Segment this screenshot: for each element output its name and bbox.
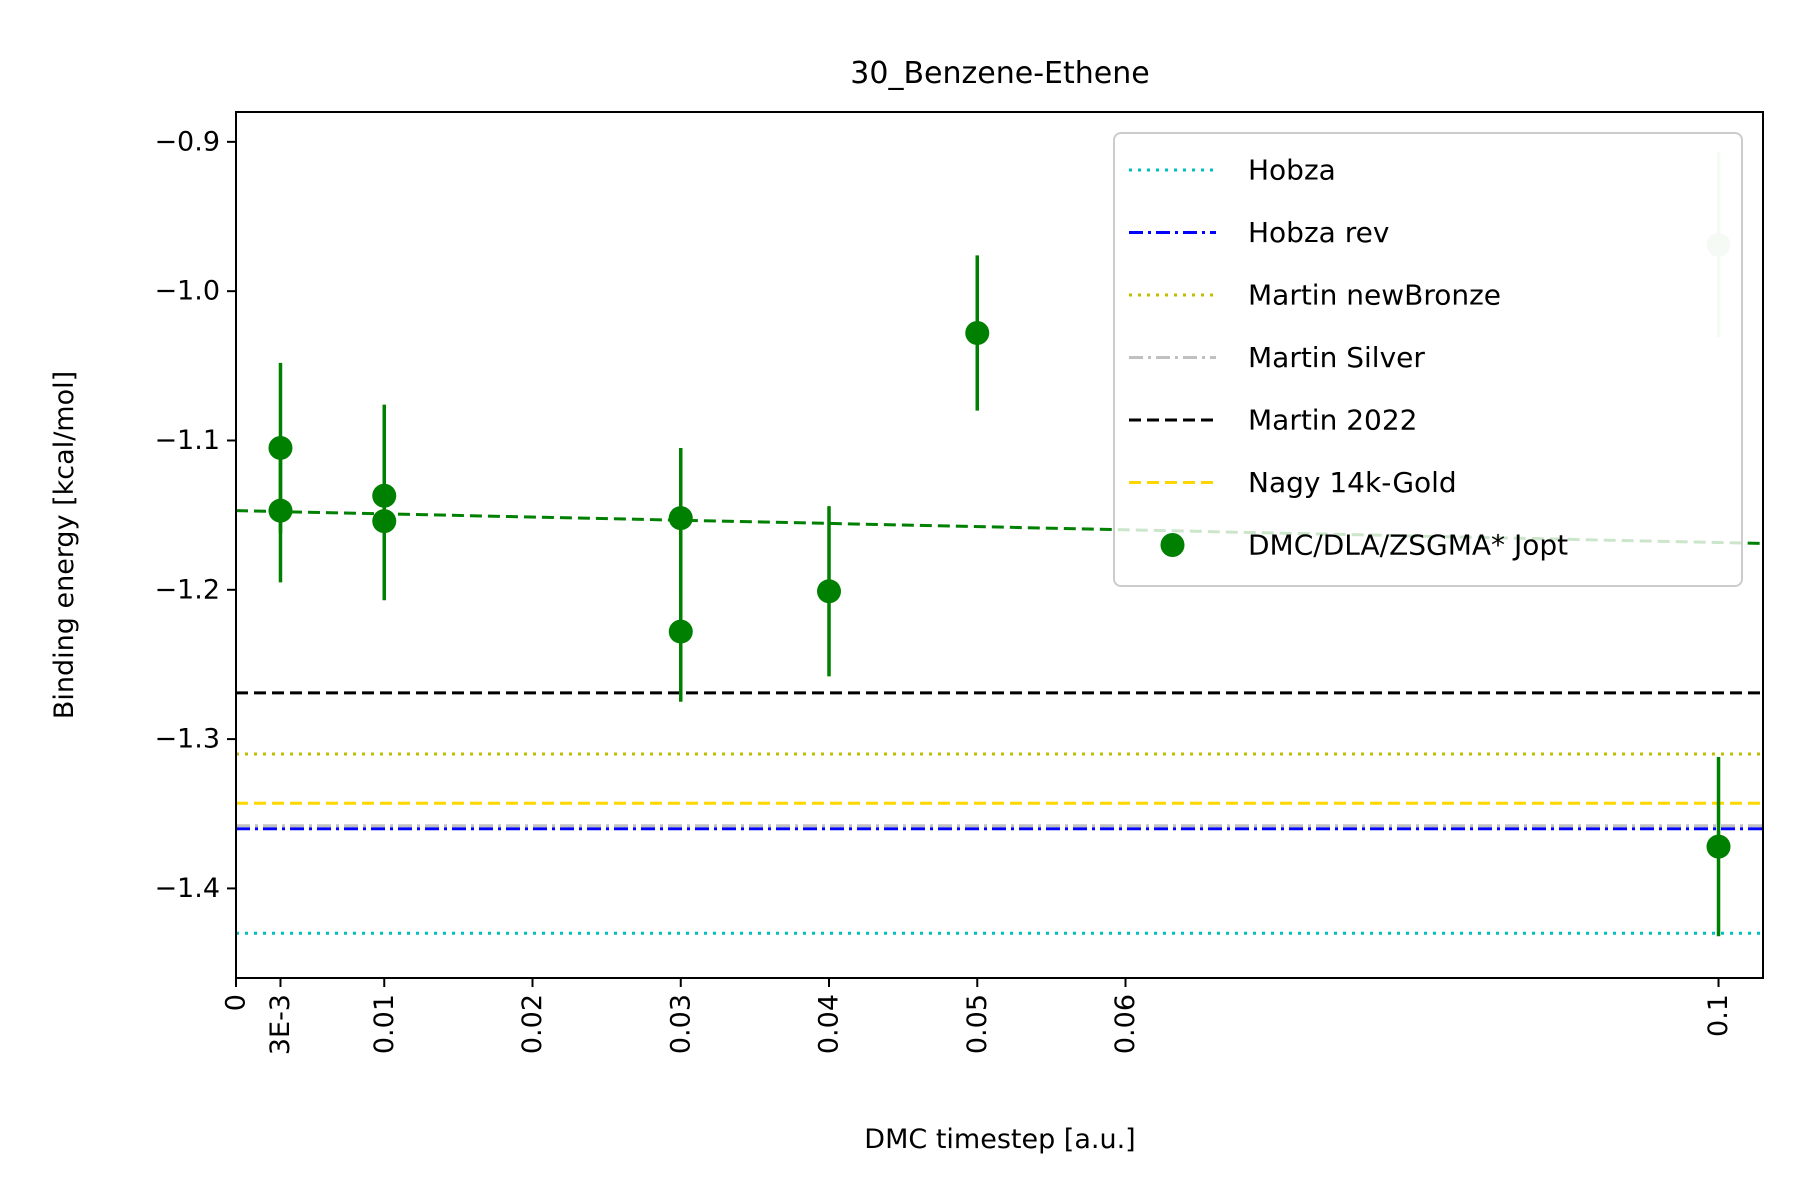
x-tick-label: 0.02 [517,994,548,1054]
y-tick-label: −0.9 [154,126,220,157]
fit-line [236,509,1763,546]
point-marker [965,320,990,345]
y-axis-label: Binding energy [kcal/mol] [49,371,80,719]
x-axis-label: DMC timestep [a.u.] [864,1124,1135,1155]
x-tick-label: 0.04 [814,994,845,1054]
data-point [372,441,397,601]
y-tick-label: −1.0 [154,276,220,307]
point-marker [668,506,693,531]
x-tick-label: 0.01 [369,994,400,1054]
y-tick-label: −1.3 [154,724,220,755]
legend-box [1113,132,1743,587]
legend-swatch [1160,533,1185,557]
data-point [817,506,842,677]
plot-area [236,152,1763,937]
legend-entry: Hobza rev [1129,216,1389,249]
legend: Hobza Hobza rev Martin newBronze Martin Sil… [1113,132,1743,587]
chart-title: 30_Benzene-Ethene [850,56,1149,91]
x-tick-label: 0.05 [962,994,993,1054]
data-point [1706,757,1731,937]
legend-label: Martin 2022 [1248,404,1418,437]
data-point [965,255,990,411]
point-marker [372,509,397,534]
point-marker [268,498,293,523]
x-axis: 0 3E-3 0.01 0.02 0.03 0.04 0.05 0.06 0.1 [221,978,1734,1055]
data-point [268,438,293,583]
legend-label: Hobza [1248,154,1336,187]
legend-label: Martin Silver [1248,341,1425,374]
legend-label: DMC/DLA/ZSGMA* Jopt [1248,529,1568,562]
point-marker [1706,834,1731,859]
x-tick-label: 3E-3 [265,994,296,1055]
legend-entry: Martin newBronze [1129,279,1501,312]
legend-entry: Martin Silver [1129,341,1425,374]
legend-entry: DMC/DLA/ZSGMA* Jopt [1160,529,1568,562]
y-tick-label: −1.2 [154,574,220,605]
legend-label: Nagy 14k-Gold [1248,466,1457,499]
legend-label: Martin newBronze [1248,279,1501,312]
legend-entry: Hobza [1129,154,1336,187]
x-tick-label: 0 [221,994,252,1011]
y-tick-label: −1.1 [154,425,220,456]
point-marker [668,619,693,644]
x-tick-label: 0.03 [665,994,696,1054]
x-tick-label: 0.06 [1110,994,1141,1054]
x-tick-label: 0.1 [1703,994,1734,1037]
legend-label: Hobza rev [1248,216,1389,249]
point-marker [817,579,842,604]
data-point [668,561,693,702]
legend-entry: Martin 2022 [1129,404,1418,437]
y-tick-label: −1.4 [154,873,220,904]
y-axis: −0.9 −1.0 −1.1 −1.2 −1.3 −1.4 [154,126,236,904]
legend-entry: Nagy 14k-Gold [1129,466,1457,499]
plot-frame [235,111,1764,979]
